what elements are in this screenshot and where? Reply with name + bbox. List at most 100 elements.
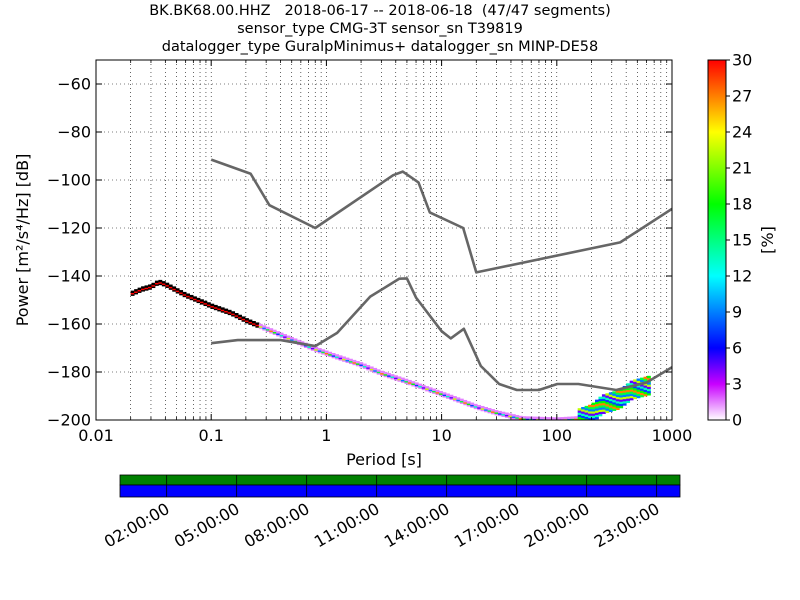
axes: 0.01 0.1 1 10 100 1000 −60 −80 −100 −120 −140 −160 −… [47,60,692,445]
psd-cell [380,370,385,374]
psd-cell [622,403,627,406]
psd-cell [276,331,281,334]
psd-cell [601,400,606,404]
psd-cell [615,403,620,406]
psd-cell [608,400,613,404]
psd-cell [605,397,610,400]
psd-cell [383,373,388,376]
psd-cell [317,349,322,352]
psd-cell [428,387,433,390]
colorbar-tick-label: 6 [732,339,742,358]
psd-cell [283,336,288,340]
psd-cell [199,299,204,302]
psd-cell [567,418,572,420]
psd-cell [473,403,478,407]
psd-cell [338,358,343,361]
psd-cell [484,408,488,411]
psd-cell [387,373,391,376]
psd-cell [248,320,253,324]
psd-cell [612,399,617,403]
time-tick-label: 08:00:00 [241,499,313,551]
psd-cell [241,316,246,319]
psd-cell [238,314,242,318]
psd-cell [598,413,603,417]
psd-cell [646,384,651,387]
psd-cell [605,406,610,409]
psd-cell [608,403,613,406]
psd-cell [629,389,634,392]
psd-cell [168,287,173,290]
psd-cell [359,363,364,367]
psd-cell [463,402,468,406]
psd-cell [615,394,620,398]
psd-cell [234,313,239,316]
psd-cell [390,375,395,378]
psd-cell [421,384,426,388]
psd-cell [584,410,589,413]
grid-lines [96,60,672,420]
psd-cell [290,338,294,341]
psd-cell [335,354,339,357]
psd-cell [317,350,322,354]
psd-cell [137,287,142,291]
psd-cell [342,357,346,361]
time-tick-label: 05:00:00 [171,499,243,551]
psd-cell [591,406,596,410]
psd-cell [172,289,177,292]
psd-cell [598,403,603,406]
y-tick-label: −80 [57,123,91,142]
psd-cell [588,404,592,408]
psd-coverage-bar [119,484,681,498]
psd-cell [640,390,644,393]
psd-cell [193,297,197,301]
psd-cell [643,391,648,395]
psd-cell [595,401,599,405]
x-tick-label: 0.01 [78,426,114,445]
psd-cell [411,382,416,386]
psd-cell [615,405,620,408]
psd-cell [605,401,610,405]
psd-cell [466,401,471,404]
psd-cell [286,335,291,338]
psd-cell [497,412,502,415]
psd-cell [477,406,482,409]
psd-cell [456,397,461,400]
psd-cell [595,403,599,407]
psd-cell [324,350,329,353]
psd-cell [414,382,419,385]
psd-cell [446,393,450,396]
x-axis-label: Period [s] [346,450,422,469]
psd-cell [626,389,631,393]
psd-cell [182,291,187,295]
psd-cell [532,416,537,419]
psd-cell [342,356,346,359]
x-tick-label: 10 [431,426,451,445]
psd-cell [179,290,184,293]
psd-cell [251,320,256,324]
psd-cell [646,377,651,381]
psd-cell [394,376,398,380]
psd-cell [636,385,641,388]
psd-cell [480,408,485,412]
psd-cell [373,367,378,371]
psd-cell [646,393,651,396]
psd-cell [629,397,634,401]
psd-cell [293,339,298,343]
psd-cell [241,317,246,321]
psd-cell [612,397,617,401]
psd-cell [619,399,624,402]
colorbar-gradient [707,59,727,421]
psd-cell [612,395,617,399]
psd-cell [206,303,211,307]
psd-cell [286,336,291,340]
psd-cell [487,409,492,412]
time-tick-label: 23:00:00 [591,499,663,551]
psd-cell [501,414,506,417]
psd-cell [186,294,190,298]
psd-cell [220,307,225,310]
psd-cell [276,332,281,335]
psd-cell [172,287,177,291]
psd-cell [612,406,617,409]
psd-cell [199,300,204,304]
psd-cell [366,367,371,371]
